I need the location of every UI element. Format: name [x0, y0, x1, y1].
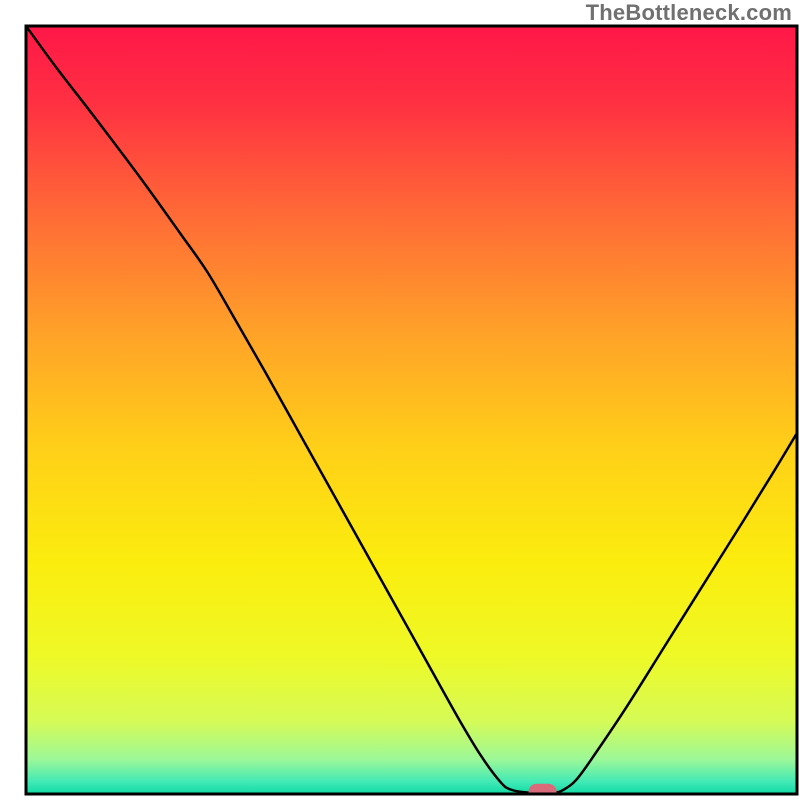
optimum-marker	[529, 784, 557, 800]
gradient-background	[26, 26, 797, 794]
chart-container: TheBottleneck.com	[0, 0, 800, 800]
attribution-text: TheBottleneck.com	[586, 0, 792, 26]
bottleneck-chart	[0, 0, 800, 800]
